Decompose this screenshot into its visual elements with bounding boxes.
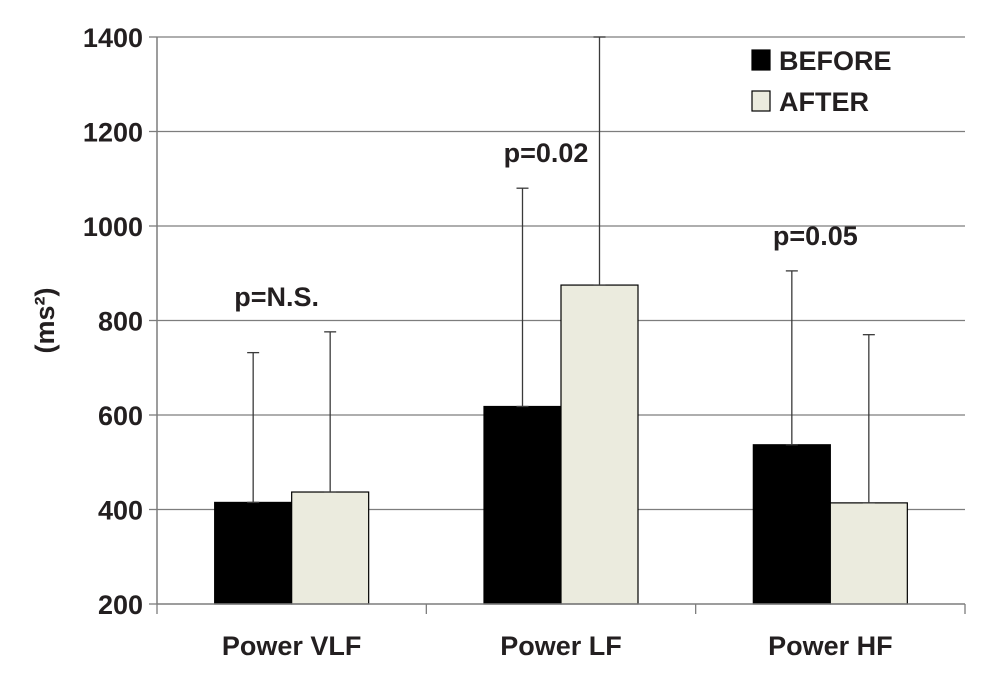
bar-after-power-vlf [291,491,370,605]
bar-before-power-hf [752,444,831,605]
legend: BEFORE AFTER [751,46,892,117]
bar-before-power-vlf [214,501,293,605]
y-tick-label: 600 [98,401,143,431]
p-value-annotation: p=0.02 [504,138,589,168]
bar-after-power-lf [560,284,639,605]
legend-swatch-after [751,90,771,112]
p-value-annotation: p=0.05 [773,221,858,251]
legend-label-before: BEFORE [779,46,892,76]
bar-before-power-lf [483,405,562,605]
axes [149,36,966,614]
legend-label-after: AFTER [779,87,869,117]
x-tick-label: Power VLF [222,631,362,661]
legend-swatch-before [751,49,771,71]
error-bars [247,36,875,504]
bars [214,284,908,605]
y-tick-label: 1400 [83,23,143,53]
axis-labels: 200 400 600 800 1000 1200 1400 Power VLF Power L… [30,23,893,661]
y-tick-label: 400 [98,496,143,526]
y-axis-label: (ms²) [30,288,60,354]
x-tick-label: Power HF [768,631,893,661]
y-tick-label: 1200 [83,118,143,148]
x-tick-label: Power LF [500,631,622,661]
bar-after-power-hf [829,502,908,605]
y-tick-label: 200 [98,590,143,620]
y-tick-label: 800 [98,307,143,337]
y-tick-label: 1000 [83,212,143,242]
annotations: p=N.S. p=0.02 p=0.05 [234,138,857,312]
p-value-annotation: p=N.S. [234,282,319,312]
